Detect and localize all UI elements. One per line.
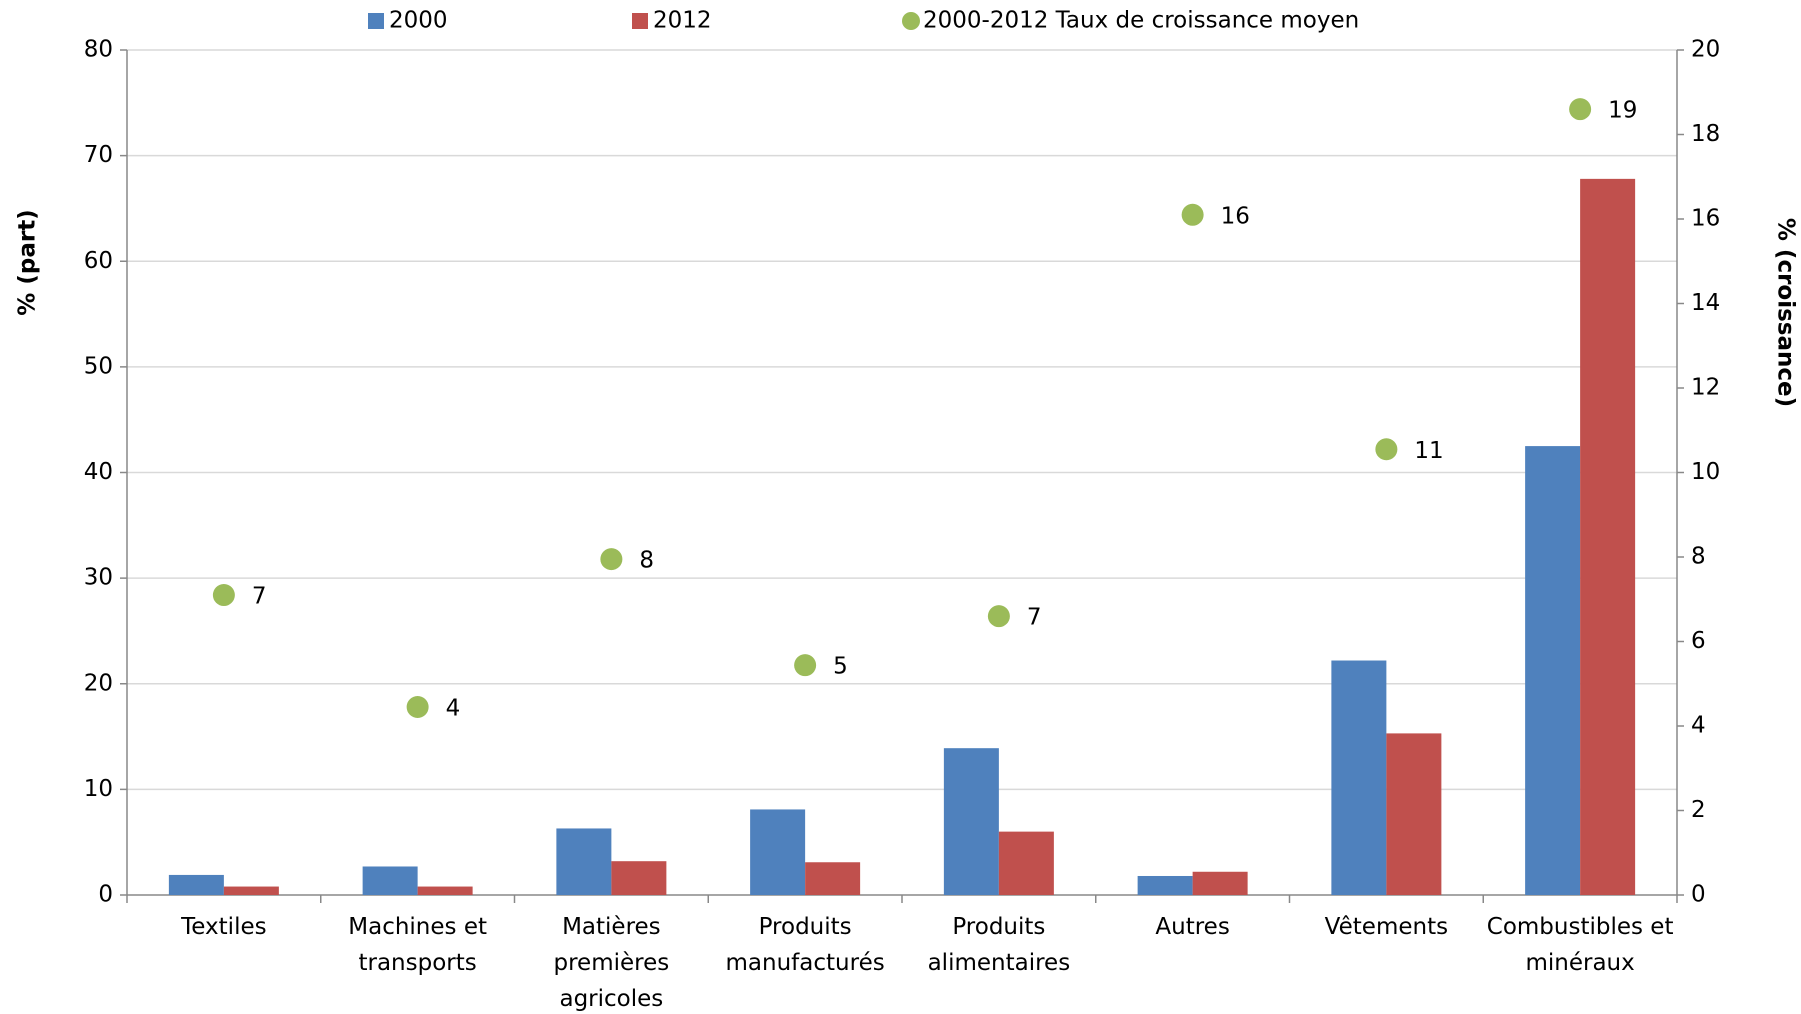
bar bbox=[1580, 178, 1636, 896]
bar bbox=[1137, 875, 1193, 895]
legend-label: 2000-2012 Taux de croissance moyen bbox=[923, 8, 1359, 34]
bar bbox=[362, 866, 418, 895]
y2-axis-title: % (croissance) bbox=[1773, 218, 1799, 407]
point bbox=[600, 548, 623, 571]
y-tick-label: 0 bbox=[98, 882, 113, 908]
bar bbox=[417, 886, 473, 895]
y2-tick-label: 14 bbox=[1691, 290, 1720, 316]
bar bbox=[805, 862, 861, 895]
bar bbox=[556, 828, 612, 895]
y-tick-label: 10 bbox=[84, 776, 113, 802]
y-axis-title: % (part) bbox=[15, 209, 41, 315]
bar bbox=[223, 886, 279, 895]
y2-tick-label: 16 bbox=[1691, 206, 1720, 232]
y-tick-label: 50 bbox=[84, 353, 113, 379]
y-tick-label: 60 bbox=[84, 248, 113, 274]
legend-label: 2012 bbox=[653, 8, 712, 34]
data-label: 4 bbox=[446, 695, 461, 721]
legend-swatch bbox=[368, 13, 384, 29]
bar bbox=[1525, 446, 1581, 895]
point bbox=[1375, 438, 1398, 461]
data-label: 7 bbox=[1027, 605, 1042, 631]
y2-tick-label: 18 bbox=[1691, 121, 1720, 147]
y-tick-label: 40 bbox=[84, 459, 113, 485]
point bbox=[212, 584, 235, 607]
point bbox=[1181, 203, 1204, 226]
bar bbox=[998, 831, 1054, 895]
bar bbox=[943, 748, 999, 895]
bar bbox=[1331, 660, 1387, 895]
legend-label: 2000 bbox=[389, 8, 448, 34]
data-label: 8 bbox=[639, 548, 654, 574]
point bbox=[794, 654, 817, 677]
point bbox=[406, 695, 429, 718]
x-tick-label: Produits alimentaires bbox=[927, 914, 1071, 976]
bar bbox=[1386, 733, 1442, 895]
y2-tick-label: 4 bbox=[1691, 713, 1706, 739]
data-label: 5 bbox=[833, 654, 848, 680]
y2-tick-label: 10 bbox=[1691, 459, 1720, 485]
y2-tick-label: 8 bbox=[1691, 544, 1706, 570]
point bbox=[1569, 98, 1592, 121]
y-tick-label: 30 bbox=[84, 565, 113, 591]
bar bbox=[611, 861, 667, 895]
x-tick-label: Produits manufacturés bbox=[725, 914, 885, 976]
bar bbox=[168, 874, 224, 895]
x-tick-label: Vêtements bbox=[1324, 914, 1449, 940]
x-tick-label: Autres bbox=[1155, 914, 1230, 940]
x-tick-label: Matières premières agricoles bbox=[553, 914, 670, 1012]
y2-tick-label: 6 bbox=[1691, 628, 1706, 654]
x-tick-label: Machines et transports bbox=[348, 914, 487, 976]
bar bbox=[1192, 871, 1248, 895]
y-tick-label: 20 bbox=[84, 670, 113, 696]
data-label: 7 bbox=[252, 584, 267, 610]
x-tick-label: Combustibles et minéraux bbox=[1486, 914, 1674, 976]
data-label: 16 bbox=[1221, 203, 1250, 229]
y-tick-label: 70 bbox=[84, 142, 113, 168]
data-label: 11 bbox=[1414, 438, 1443, 464]
bar bbox=[750, 809, 806, 895]
point bbox=[987, 605, 1010, 628]
y2-tick-label: 20 bbox=[1691, 37, 1720, 63]
x-tick-label: Textiles bbox=[181, 914, 267, 940]
y-tick-label: 80 bbox=[84, 37, 113, 63]
y2-tick-label: 2 bbox=[1691, 797, 1706, 823]
y2-tick-label: 12 bbox=[1691, 375, 1720, 401]
y2-tick-label: 0 bbox=[1691, 882, 1706, 908]
legend-swatch bbox=[902, 12, 920, 30]
legend-swatch bbox=[632, 13, 648, 29]
data-label: 19 bbox=[1608, 98, 1637, 124]
